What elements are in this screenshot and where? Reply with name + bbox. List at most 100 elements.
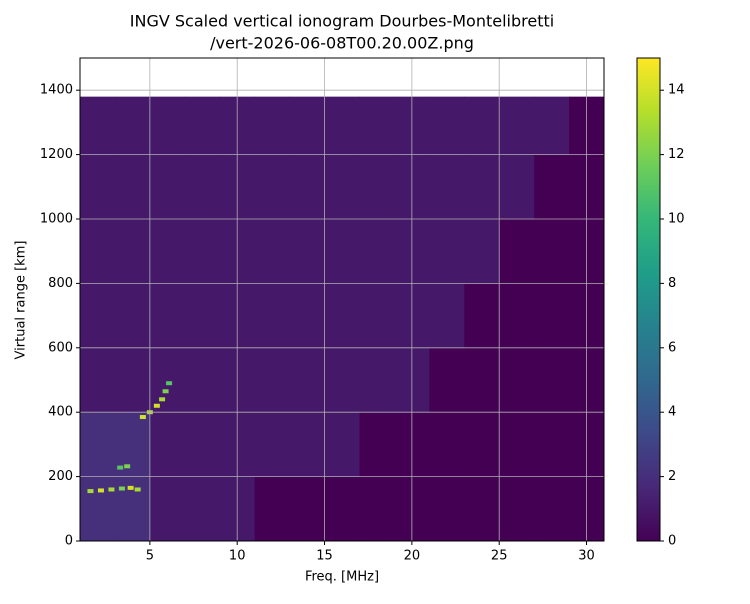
heatmap-cell — [254, 96, 291, 156]
trace-point — [159, 397, 166, 402]
heatmap-cell — [534, 283, 570, 349]
colorbar-tick-label: 12 — [668, 147, 685, 162]
trace-point — [139, 415, 146, 420]
x-tick-label: 5 — [146, 549, 154, 564]
heatmap-cell — [114, 347, 151, 413]
heatmap-cell — [359, 96, 395, 156]
heatmap-cell — [534, 347, 570, 413]
x-tick-label: 25 — [491, 549, 508, 564]
chart-subtitle: /vert-2026-06-08T00.20.00Z.png — [210, 34, 474, 53]
trace-point — [153, 403, 160, 408]
x-tick-label: 15 — [316, 549, 333, 564]
heatmap-cell — [254, 219, 291, 284]
trace-point — [124, 464, 131, 469]
heatmap-cell — [359, 347, 395, 413]
heatmap-cell — [254, 476, 291, 542]
heatmap-cell — [429, 96, 465, 156]
trace-point — [97, 488, 104, 493]
heatmap-cell — [184, 412, 221, 478]
heatmap-cell — [114, 283, 151, 349]
heatmap-cell — [534, 96, 570, 156]
heatmap-cell — [464, 476, 500, 542]
colorbar-tick-label: 0 — [668, 534, 676, 549]
y-tick-label: 200 — [48, 469, 73, 484]
colorbar-tick-label: 2 — [668, 469, 676, 484]
heatmap-cell — [464, 219, 500, 284]
heatmap-cell — [464, 412, 500, 478]
y-tick-label: 1200 — [40, 147, 73, 162]
heatmap-cell — [80, 412, 116, 478]
y-tick-label: 0 — [65, 534, 73, 549]
heatmap-cell — [534, 154, 570, 220]
heatmap-cell — [499, 412, 535, 478]
heatmap-cell — [429, 347, 465, 413]
heatmap-cell — [149, 476, 186, 542]
trace-point — [127, 485, 134, 490]
heatmap-cell — [114, 96, 151, 156]
heatmap-cell — [464, 154, 500, 220]
x-tick-label: 20 — [404, 549, 421, 564]
heatmap-cell — [429, 154, 465, 220]
heatmap-cell — [429, 219, 465, 284]
x-tick-label: 30 — [578, 549, 595, 564]
heatmap-cell — [289, 283, 326, 349]
heatmap-cell — [499, 283, 535, 349]
trace-point — [162, 389, 169, 394]
heatmap-cell — [149, 283, 186, 349]
heatmap-cell — [254, 347, 291, 413]
trace-point — [108, 487, 115, 492]
y-tick-label: 1400 — [40, 83, 73, 98]
heatmap-cell — [464, 347, 500, 413]
trace-point — [87, 489, 94, 494]
heatmap-cell — [114, 219, 151, 284]
colorbar-tick-label: 14 — [668, 83, 685, 98]
heatmap-cell — [324, 412, 360, 478]
heatmap-cell — [534, 476, 570, 542]
heatmap-cell — [254, 283, 291, 349]
heatmap-cell — [324, 283, 360, 349]
trace-point — [134, 487, 141, 492]
colorbar-tick-label: 6 — [668, 340, 676, 355]
colorbar-tick-label: 4 — [668, 405, 676, 420]
y-axis-label: Virtual range [km] — [14, 241, 29, 360]
heatmap-cell — [464, 283, 500, 349]
heatmap-cell — [114, 154, 151, 220]
heatmap-cell — [499, 96, 535, 156]
heatmap-cell — [359, 476, 395, 542]
heatmap-cell — [289, 476, 326, 542]
heatmap-cell — [254, 154, 291, 220]
heatmap-cell — [499, 347, 535, 413]
colorbar — [636, 57, 661, 542]
heatmap-cell — [464, 96, 500, 156]
colorbar-tick-label: 8 — [668, 276, 676, 291]
heatmap-cell — [499, 219, 535, 284]
y-tick-label: 600 — [48, 340, 73, 355]
chart-title: INGV Scaled vertical ionogram Dourbes-Mo… — [130, 12, 554, 31]
heatmap-cell — [80, 347, 116, 413]
heatmap-cell — [429, 476, 465, 542]
heatmap-cell — [149, 96, 186, 156]
heatmap-cell — [80, 154, 116, 220]
y-tick-label: 1000 — [40, 212, 73, 227]
heatmap-cell — [289, 219, 326, 284]
heatmap-cell — [359, 154, 395, 220]
heatmap-cell — [289, 96, 326, 156]
heatmap-cell — [499, 476, 535, 542]
x-tick-label: 10 — [229, 549, 246, 564]
heatmap-cell — [184, 219, 221, 284]
trace-point — [117, 465, 124, 470]
heatmap-cell — [324, 219, 360, 284]
heatmap-cell — [184, 347, 221, 413]
heatmap-cell — [184, 476, 221, 542]
heatmap-cell — [289, 154, 326, 220]
y-tick-label: 800 — [48, 276, 73, 291]
heatmap-cell — [149, 347, 186, 413]
heatmap-cell — [254, 412, 291, 478]
heatmap-cell — [324, 154, 360, 220]
heatmap-cell — [499, 154, 535, 220]
heatmap-cell — [429, 283, 465, 349]
heatmap-cell — [149, 412, 186, 478]
trace-point — [166, 381, 173, 386]
heatmap-cell — [80, 96, 116, 156]
